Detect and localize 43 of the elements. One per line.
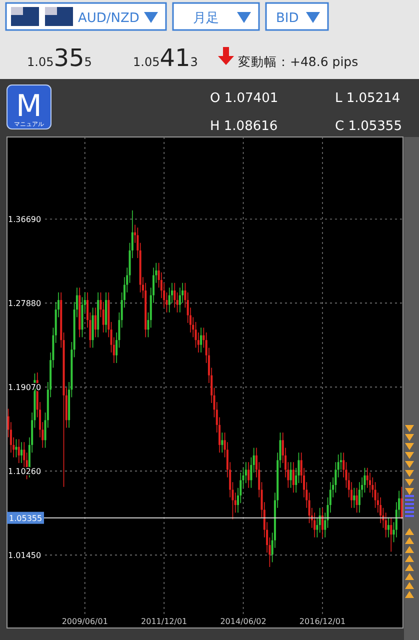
text: O 1.07401 bbox=[210, 91, 278, 106]
candlestick bbox=[353, 487, 356, 508]
x-tick-label: 2016/12/01 bbox=[299, 617, 346, 626]
candlestick bbox=[290, 462, 292, 488]
candlestick bbox=[292, 462, 294, 494]
candlestick bbox=[321, 507, 324, 538]
candlestick bbox=[374, 482, 376, 508]
candlestick bbox=[387, 517, 390, 538]
candlestick bbox=[364, 467, 366, 494]
text: AUD/NZD bbox=[78, 11, 140, 26]
candlestick bbox=[94, 307, 96, 338]
candlestick bbox=[384, 512, 387, 538]
candlestick bbox=[366, 467, 368, 488]
text: C 1.05355 bbox=[335, 119, 402, 134]
y-tick-label: 1.01450 bbox=[8, 551, 42, 560]
text: L 1.05214 bbox=[335, 91, 400, 106]
text: 変動幅：+48.6 pips bbox=[238, 54, 358, 69]
candlestick bbox=[390, 517, 392, 552]
text: 1.05413 bbox=[133, 44, 198, 72]
candlestick bbox=[368, 472, 372, 494]
ref-line-label: 1.05355 bbox=[9, 514, 42, 523]
x-tick-label: 2009/06/01 bbox=[62, 617, 108, 626]
candlestick bbox=[380, 496, 382, 524]
y-tick-label: 1.36690 bbox=[8, 215, 42, 224]
candlestick bbox=[358, 482, 360, 514]
candlestick bbox=[221, 432, 224, 453]
y-tick-label: 1.27880 bbox=[8, 299, 42, 308]
candlestick bbox=[200, 327, 202, 353]
text: BID bbox=[276, 11, 299, 26]
text: 月足 bbox=[193, 11, 219, 26]
x-tick-label: 2011/12/01 bbox=[141, 617, 188, 626]
candlestick bbox=[400, 486, 403, 520]
text: H 1.08616 bbox=[210, 119, 278, 134]
candlestick bbox=[314, 512, 316, 538]
candlestick bbox=[356, 487, 358, 514]
candlestick bbox=[174, 282, 176, 308]
candlestick bbox=[178, 287, 181, 313]
candlestick bbox=[18, 438, 20, 464]
candlestick bbox=[168, 287, 170, 313]
candlestick bbox=[20, 442, 23, 464]
x-tick-label: 2014/06/02 bbox=[220, 617, 266, 626]
candlestick bbox=[248, 462, 250, 488]
text: 1.05355 bbox=[27, 44, 92, 72]
